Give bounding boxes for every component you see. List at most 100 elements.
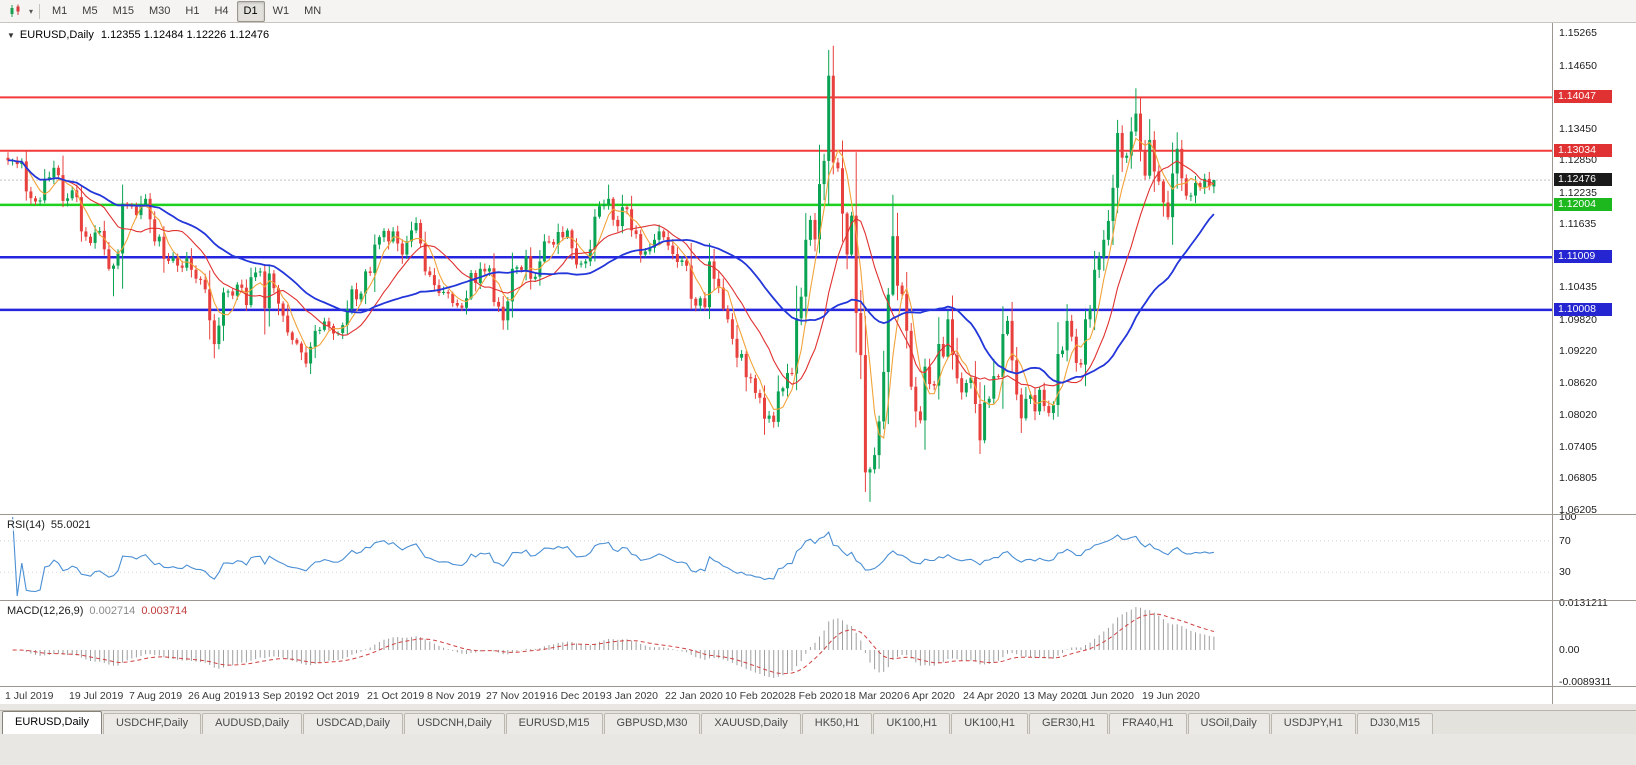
timeframe-button-mn[interactable]: MN [304, 5, 322, 17]
macd-axis-label: 0.00 [1559, 644, 1580, 656]
timeframe-buttons: M1 M5 M15 M30 H1 H4 D1 W1 MN [45, 0, 329, 22]
hline-price-box[interactable]: 1.12004 [1554, 198, 1612, 211]
date-tick-label: 8 Nov 2019 [427, 690, 481, 702]
chart-tab-uk100-h1[interactable]: UK100,H1 [951, 713, 1028, 734]
macd-histogram [16, 607, 1215, 678]
chart-tab-gbpusd-m30[interactable]: GBPUSD,M30 [603, 713, 701, 734]
price-axis[interactable]: 1.15265 1.14650 1.13450 1.12850 1.12235 1.116… [1552, 22, 1636, 704]
rsi-line [12, 516, 1215, 597]
date-tick-label: 19 Jul 2019 [69, 690, 124, 702]
chart-tab-xauusd-daily[interactable]: XAUUSD,Daily [701, 713, 801, 734]
collapse-chart-icon[interactable]: ▼ [7, 30, 15, 40]
chart-type-dropdown-caret[interactable]: ▾ [29, 6, 34, 16]
price-tick-label: 1.11635 [1559, 218, 1597, 230]
date-tick-label: 19 Jun 2020 [1142, 690, 1200, 702]
date-tick-label: 3 Jan 2020 [606, 690, 658, 702]
panel-separator[interactable] [0, 600, 1636, 601]
timeframe-button-w1[interactable]: W1 [272, 5, 290, 17]
timeframe-button-h4[interactable]: H4 [214, 5, 229, 17]
timeframe-button-h1[interactable]: H1 [185, 5, 200, 17]
rsi-axis-label: 70 [1559, 535, 1571, 547]
toolbar-divider [39, 3, 41, 19]
hline-price-box[interactable]: 1.14047 [1554, 90, 1612, 103]
price-tick-label: 1.08620 [1559, 377, 1597, 389]
date-tick-label: 24 Apr 2020 [963, 690, 1020, 702]
timeframe-button-m30[interactable]: M30 [148, 5, 171, 17]
timeframe-button-m1[interactable]: M1 [52, 5, 68, 17]
hline-price-box[interactable]: 1.10008 [1554, 303, 1612, 316]
timeframe-button-d1[interactable]: D1 [236, 0, 265, 22]
chart-tab-usoil-daily[interactable]: USOil,Daily [1187, 713, 1270, 734]
chart-tab-ger30-h1[interactable]: GER30,H1 [1028, 713, 1109, 734]
price-tick-label: 1.08020 [1559, 409, 1597, 421]
date-tick-label: 28 Feb 2020 [784, 690, 843, 702]
date-tick-label: 1 Jul 2019 [5, 690, 54, 702]
price-tick-label: 1.09220 [1559, 345, 1597, 357]
price-tick-label: 1.12235 [1559, 187, 1597, 199]
candlestick-icon [10, 4, 20, 17]
macd-signal-line [12, 613, 1215, 675]
chart-type-icon[interactable] [4, 1, 26, 22]
hline-price-box[interactable]: 1.13034 [1554, 144, 1612, 157]
price-tick-label: 1.10435 [1559, 281, 1597, 293]
date-tick-label: 21 Oct 2019 [367, 690, 425, 702]
price-tick-label: 1.06805 [1559, 472, 1597, 484]
price-tick-label: 1.15265 [1559, 27, 1597, 39]
price-tick-label: 1.12850 [1559, 154, 1597, 166]
rsi-value: 55.0021 [50, 519, 91, 531]
timeframe-button-m15[interactable]: M15 [112, 5, 134, 17]
chart-tab-fra40-h1[interactable]: FRA40,H1 [1109, 713, 1187, 734]
candles-layer [6, 45, 1216, 502]
timeframe-button-m5[interactable]: M5 [82, 5, 98, 17]
macd-main-value: 0.002714 [89, 605, 136, 617]
rsi-axis-label: 30 [1559, 566, 1571, 578]
rsi-axis-label: 100 [1559, 511, 1577, 523]
date-tick-label: 13 Sep 2019 [248, 690, 308, 702]
horizontal-lines[interactable] [0, 96, 1552, 312]
chart-tab-usdcad-daily[interactable]: USDCAD,Daily [303, 713, 404, 734]
date-tick-label: 13 May 2020 [1023, 690, 1084, 702]
chart-tab-usdjpy-h1[interactable]: USDJPY,H1 [1270, 713, 1356, 734]
macd-signal-value: 0.003714 [141, 605, 188, 617]
chart-tab-eurusd-m15[interactable]: EURUSD,M15 [505, 713, 603, 734]
ma-14-line [8, 159, 1215, 389]
panel-separator[interactable] [0, 686, 1636, 687]
chart-tab-dj30-m15[interactable]: DJ30,M15 [1356, 713, 1433, 734]
chart-tab-uk100-h1[interactable]: UK100,H1 [873, 713, 951, 734]
chart-title: ▼ EURUSD,Daily 1.12355 1.12484 1.12226 1.1… [7, 29, 269, 41]
hline-price-box[interactable]: 1.11009 [1554, 250, 1612, 263]
price-tick-label: 1.09820 [1559, 314, 1597, 326]
ma-34-line [8, 159, 1215, 384]
macd-name: MACD(12,26,9) [7, 605, 84, 617]
date-tick-label: 27 Nov 2019 [486, 690, 546, 702]
ohlc-values: 1.12355 1.12484 1.12226 1.12476 [100, 29, 270, 41]
rsi-indicator-label: RSI(14) 55.0021 [7, 519, 91, 531]
macd-panel-canvas[interactable] [0, 601, 1552, 686]
time-axis: 1 Jul 2019 19 Jul 2019 7 Aug 2019 26 Aug 20… [0, 687, 1552, 704]
panel-separator[interactable] [0, 514, 1636, 515]
chart-window[interactable]: ▼ EURUSD,Daily 1.12355 1.12484 1.12226 1.1… [0, 22, 1636, 704]
price-chart-canvas[interactable] [0, 22, 1552, 514]
date-tick-label: 10 Feb 2020 [725, 690, 784, 702]
chart-tab-usdchf-daily[interactable]: USDCHF,Daily [102, 713, 202, 734]
date-tick-label: 2 Oct 2019 [308, 690, 360, 702]
chart-tab-usdcnh-daily[interactable]: USDCNH,Daily [404, 713, 505, 734]
macd-indicator-label: MACD(12,26,9) 0.002714 0.003714 [7, 605, 188, 617]
chart-tab-eurusd-daily[interactable]: EURUSD,Daily [2, 711, 102, 734]
chart-tab-audusd-daily[interactable]: AUDUSD,Daily [202, 713, 303, 734]
date-tick-label: 26 Aug 2019 [188, 690, 247, 702]
date-tick-label: 6 Apr 2020 [904, 690, 955, 702]
rsi-name: RSI(14) [7, 519, 45, 531]
macd-axis-label: 0.0131211 [1559, 597, 1608, 609]
date-tick-label: 1 Jun 2020 [1082, 690, 1134, 702]
timeframes-toolbar: ▾ M1 M5 M15 M30 H1 H4 D1 W1 MN [0, 0, 1636, 23]
price-tick-label: 1.14650 [1559, 60, 1597, 72]
chart-tab-hk50-h1[interactable]: HK50,H1 [801, 713, 873, 734]
price-tick-label: 1.06205 [1559, 504, 1597, 516]
ma-5-line [8, 137, 1215, 439]
macd-axis-label: -0.0089311 [1559, 676, 1612, 688]
date-tick-label: 22 Jan 2020 [665, 690, 723, 702]
date-tick-label: 16 Dec 2019 [546, 690, 606, 702]
symbol-period-label: EURUSD,Daily [19, 29, 94, 41]
rsi-panel-canvas[interactable] [0, 515, 1552, 600]
